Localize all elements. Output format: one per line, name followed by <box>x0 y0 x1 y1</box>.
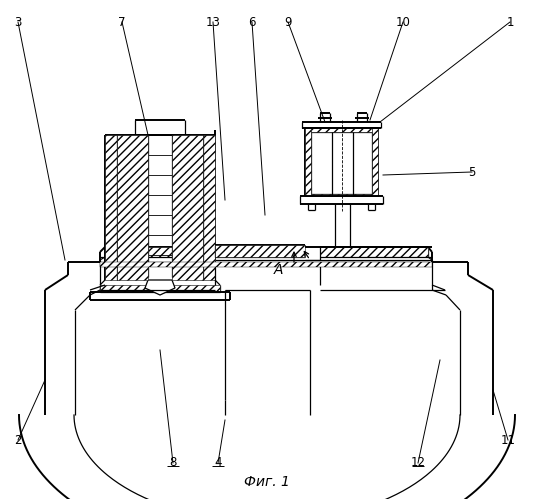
Polygon shape <box>305 128 311 196</box>
Text: 6: 6 <box>248 15 256 28</box>
Text: 3: 3 <box>14 15 22 28</box>
Text: 13: 13 <box>205 15 220 28</box>
Text: А: А <box>273 263 283 277</box>
Text: 11: 11 <box>501 434 516 447</box>
Polygon shape <box>145 280 175 295</box>
Polygon shape <box>100 262 432 267</box>
Polygon shape <box>100 285 220 292</box>
Polygon shape <box>311 194 372 196</box>
Text: 10: 10 <box>395 15 410 28</box>
Text: 5: 5 <box>468 166 476 179</box>
Text: 2: 2 <box>14 434 22 447</box>
Text: 8: 8 <box>169 457 177 470</box>
Polygon shape <box>117 135 148 280</box>
Polygon shape <box>320 247 428 257</box>
Polygon shape <box>105 247 210 257</box>
Text: 12: 12 <box>410 457 425 470</box>
Polygon shape <box>215 245 305 257</box>
Polygon shape <box>372 128 378 196</box>
Text: 1: 1 <box>506 15 514 28</box>
Text: 7: 7 <box>118 15 126 28</box>
Text: 9: 9 <box>284 15 292 28</box>
Polygon shape <box>172 135 203 280</box>
Polygon shape <box>203 135 215 280</box>
Text: Фиг. 1: Фиг. 1 <box>244 475 290 489</box>
Polygon shape <box>311 128 372 132</box>
Polygon shape <box>105 135 117 280</box>
Text: 4: 4 <box>214 457 221 470</box>
